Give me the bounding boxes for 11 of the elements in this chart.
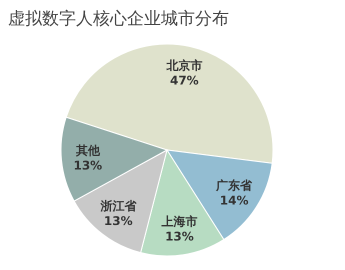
data-label: 13% bbox=[165, 230, 194, 244]
data-label: 13% bbox=[104, 214, 133, 228]
slice-label: 其他 bbox=[74, 143, 101, 158]
data-label: 47% bbox=[170, 73, 199, 88]
slice-label: 浙江省 bbox=[99, 198, 138, 213]
slice-label: 北京市 bbox=[165, 58, 202, 72]
slice-label: 广东省 bbox=[215, 178, 254, 193]
data-label: 14% bbox=[220, 194, 248, 208]
chart-title: 虚拟数字人核心企业城市分布 bbox=[8, 9, 229, 29]
data-label: 13% bbox=[73, 158, 102, 172]
slice-label: 上海市 bbox=[160, 214, 198, 229]
